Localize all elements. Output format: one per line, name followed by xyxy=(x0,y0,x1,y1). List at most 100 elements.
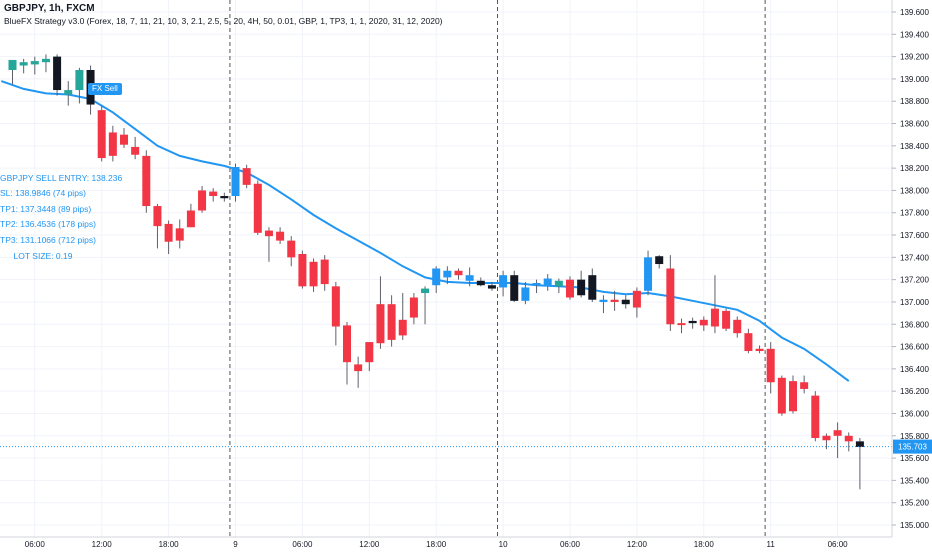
fx-sell-label[interactable]: FX Sell xyxy=(88,83,122,95)
candle-body xyxy=(30,61,39,65)
candle-body xyxy=(487,285,496,289)
candle xyxy=(510,270,519,302)
time-tick-label: 18:00 xyxy=(426,540,447,549)
candle xyxy=(722,308,731,331)
time-axis: 06:00 12:00 18:00 9 06:00 12:00 18:00 10 06:00 12… xyxy=(0,536,932,550)
candle-body xyxy=(164,223,173,242)
candle-body xyxy=(599,299,608,302)
candle-body xyxy=(276,231,285,241)
candle-body xyxy=(543,278,552,287)
candle xyxy=(710,275,719,334)
candle xyxy=(499,270,508,297)
candle xyxy=(186,203,195,228)
candle xyxy=(264,227,273,262)
candle-body xyxy=(755,348,764,352)
candle-body xyxy=(142,155,151,207)
candle-body xyxy=(699,319,708,326)
candle-body xyxy=(811,395,820,439)
current-price-tag-label: 135.703 xyxy=(898,443,927,452)
candle xyxy=(465,267,474,287)
candle-body xyxy=(376,304,385,344)
fx-sell-label-text: FX Sell xyxy=(92,84,118,93)
candle xyxy=(644,250,653,296)
candle xyxy=(443,266,452,285)
candle xyxy=(733,316,742,338)
candle-body xyxy=(733,319,742,334)
candle-body xyxy=(354,364,363,372)
candle-body xyxy=(789,381,797,412)
candle xyxy=(655,255,664,269)
candle xyxy=(320,255,329,291)
candle xyxy=(131,136,140,160)
time-tick-label: 10 xyxy=(499,540,508,549)
price-tick-label: 137.800 xyxy=(900,209,929,218)
candle-body xyxy=(443,270,452,278)
candle-body xyxy=(253,183,262,233)
candle-body xyxy=(766,348,775,383)
lot-size-text: LOT SIZE: 0.19 xyxy=(13,251,73,261)
candle-body xyxy=(8,59,17,70)
candle xyxy=(744,328,753,354)
candle-body xyxy=(175,228,184,241)
candle xyxy=(287,236,296,267)
candle-body xyxy=(320,259,329,285)
candle-body xyxy=(521,287,530,301)
price-tick-label: 137.600 xyxy=(900,231,929,240)
price-tick-label: 138.200 xyxy=(900,164,929,173)
candle xyxy=(543,274,552,291)
ma-line xyxy=(0,80,850,382)
day-separators xyxy=(229,0,766,537)
candle xyxy=(153,203,162,249)
candle xyxy=(454,268,463,280)
candle-body xyxy=(610,299,619,302)
candle xyxy=(688,317,697,329)
time-tick-label: 06:00 xyxy=(25,540,46,549)
candle xyxy=(800,375,809,394)
candle xyxy=(198,185,207,213)
candle xyxy=(409,293,418,325)
price-tick-label: 138.800 xyxy=(900,97,929,106)
candle xyxy=(343,322,351,385)
candle xyxy=(220,192,229,202)
candle-body xyxy=(822,435,831,441)
symbol-title: GBPJPY, 1h, FXCM xyxy=(4,3,95,14)
candle-body xyxy=(198,190,207,211)
candle-body xyxy=(220,196,229,199)
candle xyxy=(30,56,39,75)
candle xyxy=(789,375,797,414)
price-tick-label: 138.400 xyxy=(900,142,929,151)
candle xyxy=(610,290,619,311)
candle xyxy=(822,433,831,450)
price-tick-label: 135.200 xyxy=(900,499,929,508)
candle-body xyxy=(309,261,318,287)
candle-body xyxy=(644,257,653,291)
price-tick-label: 139.200 xyxy=(900,53,929,62)
candle-body xyxy=(231,167,240,197)
candle-body xyxy=(131,146,140,155)
candle-body xyxy=(566,279,574,298)
tp1-text: TP1: 137.3448 (89 pips) xyxy=(0,204,92,214)
candle xyxy=(8,59,17,85)
candle-body xyxy=(554,280,563,287)
price-tick-label: 139.400 xyxy=(900,30,929,39)
candle-body xyxy=(666,268,675,325)
candle xyxy=(755,345,764,354)
candle xyxy=(64,81,73,106)
price-tick-label: 137.200 xyxy=(900,276,929,285)
candle xyxy=(331,281,340,346)
candle xyxy=(699,316,708,331)
moving-average xyxy=(0,80,850,382)
candle xyxy=(811,391,820,442)
candle-body xyxy=(186,210,195,228)
grid xyxy=(0,0,892,537)
candle-body xyxy=(153,206,162,227)
candle xyxy=(298,250,307,289)
time-tick-label: 18:00 xyxy=(694,540,715,549)
candle xyxy=(231,163,240,202)
candle-body xyxy=(209,191,218,197)
candle xyxy=(833,422,842,459)
entry-text: GBPJPY SELL ENTRY: 138.236 xyxy=(0,173,123,183)
time-tick-label: 12:00 xyxy=(92,540,113,549)
candle-body xyxy=(398,319,407,336)
